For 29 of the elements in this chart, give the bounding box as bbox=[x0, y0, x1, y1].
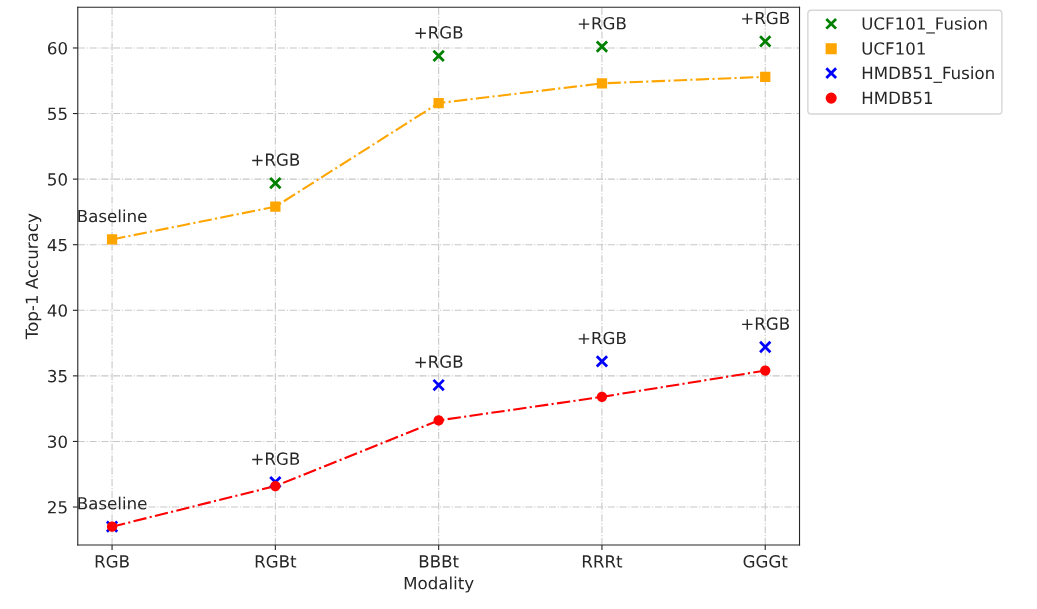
y-tick-label: 60 bbox=[48, 41, 67, 55]
x-tick-label: RGB bbox=[95, 555, 129, 568]
annotation: +RGB bbox=[415, 26, 463, 39]
y-tick-label: 45 bbox=[47, 238, 67, 252]
annotation: +RGB bbox=[742, 11, 789, 25]
legend-label: UCF101 bbox=[862, 42, 925, 55]
x-tick-label: BBBt bbox=[419, 555, 459, 568]
annotation: +RGB bbox=[415, 355, 463, 368]
legend-label: HMDB51_Fusion bbox=[862, 66, 994, 83]
annotation: +RGB bbox=[578, 16, 626, 30]
annotation: +RGB bbox=[742, 317, 789, 330]
y-tick-label: 55 bbox=[48, 107, 67, 121]
legend-label: HMDB51 bbox=[862, 91, 933, 105]
annotation: Baseline bbox=[78, 209, 147, 223]
y-tick-label: 40 bbox=[47, 304, 67, 317]
y-tick-label: 50 bbox=[48, 173, 67, 186]
legend-label: UCF101_Fusion bbox=[862, 16, 987, 34]
y-axis-title: Top-1 Accuracy bbox=[25, 213, 42, 340]
y-tick-label: 30 bbox=[48, 435, 67, 449]
annotation: +RGB bbox=[252, 452, 300, 465]
x-axis-title: Modality bbox=[404, 576, 474, 593]
y-tick-label: 25 bbox=[48, 500, 67, 514]
annotation: +RGB bbox=[252, 153, 300, 166]
annotation: Baseline bbox=[78, 496, 147, 510]
y-tick-label: 35 bbox=[48, 369, 67, 383]
annotation: +RGB bbox=[578, 331, 626, 345]
x-tick-label: RRRt bbox=[582, 555, 623, 568]
x-tick-label: GGGt bbox=[743, 555, 788, 568]
x-tick-label: RGBt bbox=[255, 555, 297, 568]
